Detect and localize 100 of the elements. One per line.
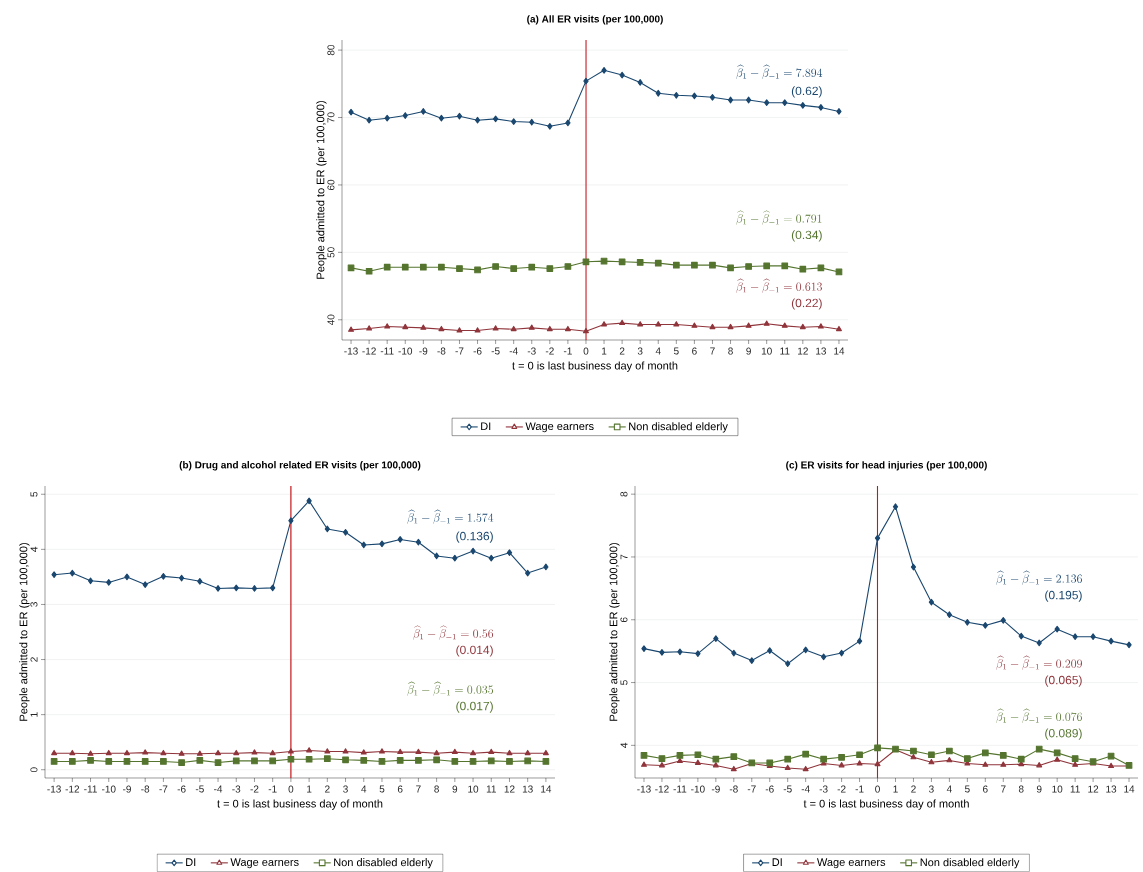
point [1036, 762, 1043, 768]
point [360, 749, 367, 755]
y-tick-label: 50 [327, 247, 335, 258]
point [160, 758, 167, 765]
point [673, 92, 679, 99]
point [1126, 641, 1132, 649]
point [124, 573, 130, 581]
point [981, 749, 989, 757]
point [1090, 633, 1096, 641]
x-tick-label: 0 [288, 785, 294, 793]
point [506, 749, 513, 756]
point [946, 747, 953, 755]
point [784, 764, 791, 771]
point [106, 579, 112, 586]
point [196, 757, 204, 764]
x-tick-label: 6 [397, 785, 403, 793]
point [745, 322, 752, 328]
x-axis-title: t = 0 is last business day of month [803, 799, 969, 810]
point [637, 321, 644, 327]
annotation: $\widehat{\beta}_1 - \widehat{\beta}_{-1} = 0.791$ [736, 210, 822, 225]
point [438, 263, 445, 271]
point [694, 751, 702, 759]
point [396, 757, 404, 764]
x-tick-label: 2 [911, 785, 916, 793]
point [524, 749, 531, 756]
point [546, 325, 553, 332]
annotation: $\widehat{\beta}_1 - \widehat{\beta}_{-1} = 1.574$ [407, 509, 494, 524]
annotation: $\widehat{\beta}_1 - \widehat{\beta}_{-1} = 0.56$ [413, 625, 494, 640]
point [673, 321, 680, 327]
legend-label: DI [772, 858, 782, 866]
x-tick-label: 9 [746, 347, 751, 355]
legend-label: DI [186, 858, 196, 866]
point [964, 619, 970, 626]
point [347, 264, 355, 272]
annotation: (0.22) [791, 298, 822, 310]
point [802, 750, 810, 758]
chart-title: (a) All ER visits (per 100,000) [527, 15, 663, 25]
point [348, 326, 355, 332]
annotation: (0.62) [791, 86, 822, 98]
x-tick-label: 14 [541, 785, 552, 793]
x-tick-label: 12 [504, 785, 515, 793]
point [511, 118, 517, 126]
point [619, 71, 625, 79]
point [397, 748, 404, 755]
x-tick-label: 7 [1001, 785, 1006, 793]
x-tick-label: -10 [398, 347, 413, 355]
point [323, 755, 331, 763]
point [582, 258, 590, 266]
annotation: $\widehat{\beta}_1 - \widehat{\beta}_{-1} = 2.136$ [996, 570, 1082, 586]
point [365, 268, 373, 275]
point [270, 584, 276, 592]
x-axis-title: t = 0 is last business day of month [512, 361, 678, 372]
annotation: (0.017) [456, 701, 493, 713]
point [658, 762, 665, 768]
x-tick-label: -8 [729, 785, 738, 793]
annotation: $\widehat{\beta}_1 - \widehat{\beta}_{-1} = 7.894$ [736, 64, 823, 80]
point [123, 749, 130, 756]
point [1054, 756, 1061, 762]
x-tick-label: 3 [637, 347, 643, 355]
point [856, 751, 863, 759]
y-tick-label: 1 [30, 712, 38, 717]
x-tick-label: 9 [452, 785, 458, 793]
point [1072, 633, 1078, 641]
legend-label: Non disabled elderly [629, 422, 728, 433]
x-tick-label: 10 [761, 347, 772, 355]
point [474, 266, 481, 274]
annotation: $\widehat{\beta}_1 - \widehat{\beta}_{-1} = 0.613$ [736, 278, 822, 294]
point [691, 92, 698, 100]
point [419, 263, 427, 271]
point [910, 754, 917, 760]
point [452, 554, 458, 562]
point [402, 112, 408, 119]
y-tick-label: 5 [30, 492, 38, 497]
point [160, 573, 167, 580]
point [451, 758, 459, 765]
point [731, 649, 737, 657]
point [543, 563, 549, 571]
x-tick-label: 8 [728, 347, 733, 355]
x-tick-label: 4 [655, 347, 661, 355]
x-tick-label: -13 [344, 347, 358, 355]
point [251, 585, 258, 592]
point [51, 571, 57, 579]
point [433, 552, 440, 560]
y-tick-label: 2 [30, 657, 38, 662]
point [342, 748, 349, 754]
point [214, 759, 222, 767]
legend-label: DI [481, 422, 491, 431]
x-tick-label: 1 [602, 347, 607, 355]
point [659, 649, 665, 656]
y-axis-title: People admitted to ER (per 100,000) [609, 543, 620, 721]
point [712, 762, 719, 768]
point [799, 265, 807, 273]
point [488, 554, 494, 562]
point [324, 525, 330, 533]
y-axis-title: People admitted to ER (per 100,000) [19, 543, 30, 721]
point [874, 760, 881, 767]
point [800, 102, 806, 109]
point [838, 762, 845, 768]
point [784, 755, 792, 763]
x-tick-label: 11 [1070, 785, 1080, 793]
